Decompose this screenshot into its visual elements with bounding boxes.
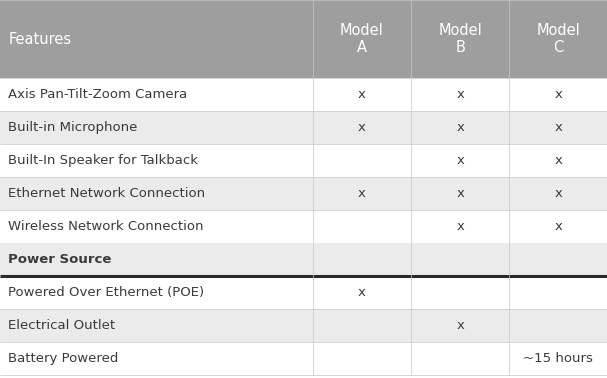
Bar <box>509 210 607 243</box>
Bar <box>509 78 607 111</box>
Bar <box>509 309 607 342</box>
Text: Electrical Outlet: Electrical Outlet <box>8 319 115 332</box>
Bar <box>411 276 509 309</box>
Text: x: x <box>554 121 562 134</box>
Text: Model
B: Model B <box>438 23 482 55</box>
Bar <box>0 342 313 375</box>
Bar <box>411 111 509 144</box>
Text: x: x <box>554 88 562 101</box>
Bar <box>313 342 411 375</box>
Bar <box>509 177 607 210</box>
Bar <box>0 276 313 309</box>
Bar <box>509 276 607 309</box>
Text: x: x <box>456 121 464 134</box>
Text: Powered Over Ethernet (POE): Powered Over Ethernet (POE) <box>8 286 205 299</box>
Bar <box>411 342 509 375</box>
Text: Axis Pan-Tilt-Zoom Camera: Axis Pan-Tilt-Zoom Camera <box>8 88 188 101</box>
Bar <box>313 210 411 243</box>
Bar <box>411 78 509 111</box>
Bar <box>313 144 411 177</box>
Bar <box>313 309 411 342</box>
Text: Built-in Microphone: Built-in Microphone <box>8 121 138 134</box>
Bar <box>0 78 313 111</box>
Bar <box>509 342 607 375</box>
Text: x: x <box>456 187 464 200</box>
Bar <box>411 309 509 342</box>
Text: ~15 hours: ~15 hours <box>523 352 593 365</box>
Text: x: x <box>456 154 464 167</box>
Bar <box>313 111 411 144</box>
Bar <box>411 0 509 78</box>
Bar <box>313 276 411 309</box>
Bar <box>509 243 607 276</box>
Bar <box>411 144 509 177</box>
Bar <box>509 111 607 144</box>
Bar <box>313 243 411 276</box>
Text: Ethernet Network Connection: Ethernet Network Connection <box>8 187 206 200</box>
Bar <box>0 111 313 144</box>
Bar <box>509 144 607 177</box>
Bar <box>0 144 313 177</box>
Text: x: x <box>358 121 365 134</box>
Text: Wireless Network Connection: Wireless Network Connection <box>8 220 204 233</box>
Bar <box>0 243 313 276</box>
Bar <box>0 210 313 243</box>
Bar <box>0 177 313 210</box>
Text: Built-In Speaker for Talkback: Built-In Speaker for Talkback <box>8 154 198 167</box>
Bar <box>411 177 509 210</box>
Text: x: x <box>456 88 464 101</box>
Text: x: x <box>554 220 562 233</box>
Text: x: x <box>554 187 562 200</box>
Text: x: x <box>554 154 562 167</box>
Bar <box>0 0 313 78</box>
Bar <box>509 0 607 78</box>
Text: x: x <box>456 220 464 233</box>
Text: x: x <box>358 286 365 299</box>
Text: x: x <box>358 187 365 200</box>
Bar <box>313 78 411 111</box>
Text: Model
A: Model A <box>340 23 384 55</box>
Text: Model
C: Model C <box>536 23 580 55</box>
Text: Features: Features <box>8 31 72 46</box>
Bar <box>411 243 509 276</box>
Bar <box>0 309 313 342</box>
Bar <box>411 210 509 243</box>
Bar <box>313 0 411 78</box>
Text: x: x <box>358 88 365 101</box>
Text: Power Source: Power Source <box>8 253 112 266</box>
Text: x: x <box>456 319 464 332</box>
Text: Battery Powered: Battery Powered <box>8 352 119 365</box>
Bar <box>313 177 411 210</box>
